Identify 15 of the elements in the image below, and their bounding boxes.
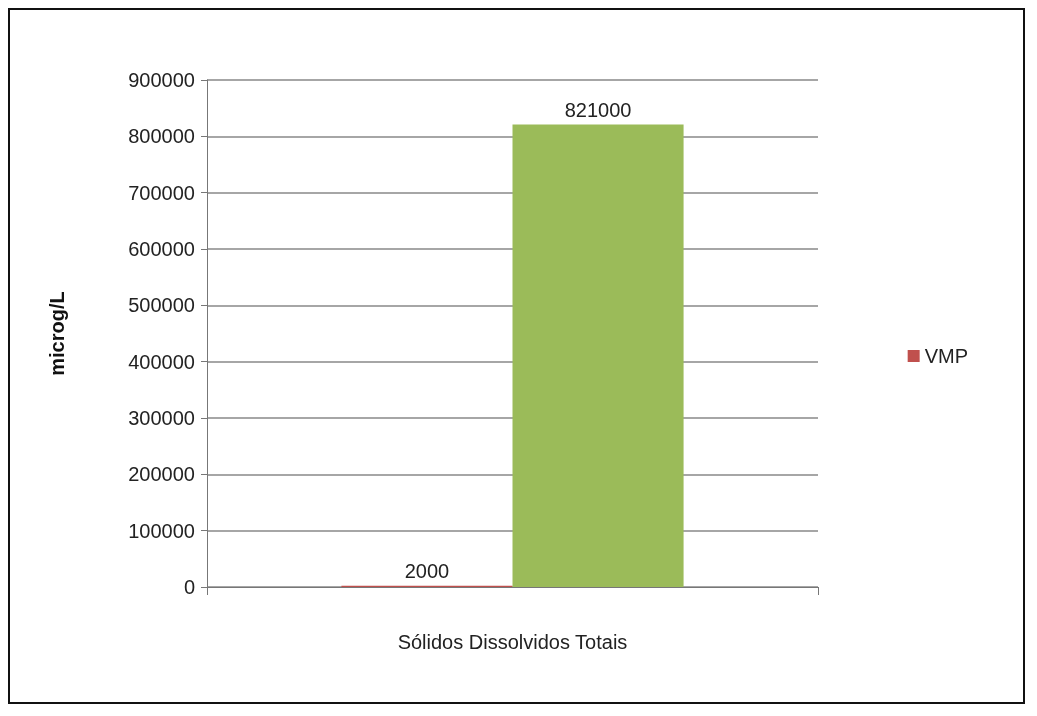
y-tick-label: 900000 [128,69,195,91]
y-tick-label: 200000 [128,463,195,486]
x-tick-label: Sólidos Dissolvidos Totais [397,631,628,653]
y-tick-label: 0 [183,576,195,598]
y-tick-label: 400000 [128,350,195,373]
y-tick-label: 600000 [128,238,195,260]
data-label: 2000 [404,559,450,582]
y-tick-label: 500000 [128,294,195,317]
y-tick-label: 800000 [128,125,195,148]
y-tick-label: 700000 [128,181,195,204]
legend-label: VMP [924,345,968,367]
y-axis-title: microg/L [46,291,68,376]
y-tick-label: 100000 [128,519,195,542]
y-tick-label: 300000 [128,407,195,429]
data-label: 821000 [564,98,632,121]
